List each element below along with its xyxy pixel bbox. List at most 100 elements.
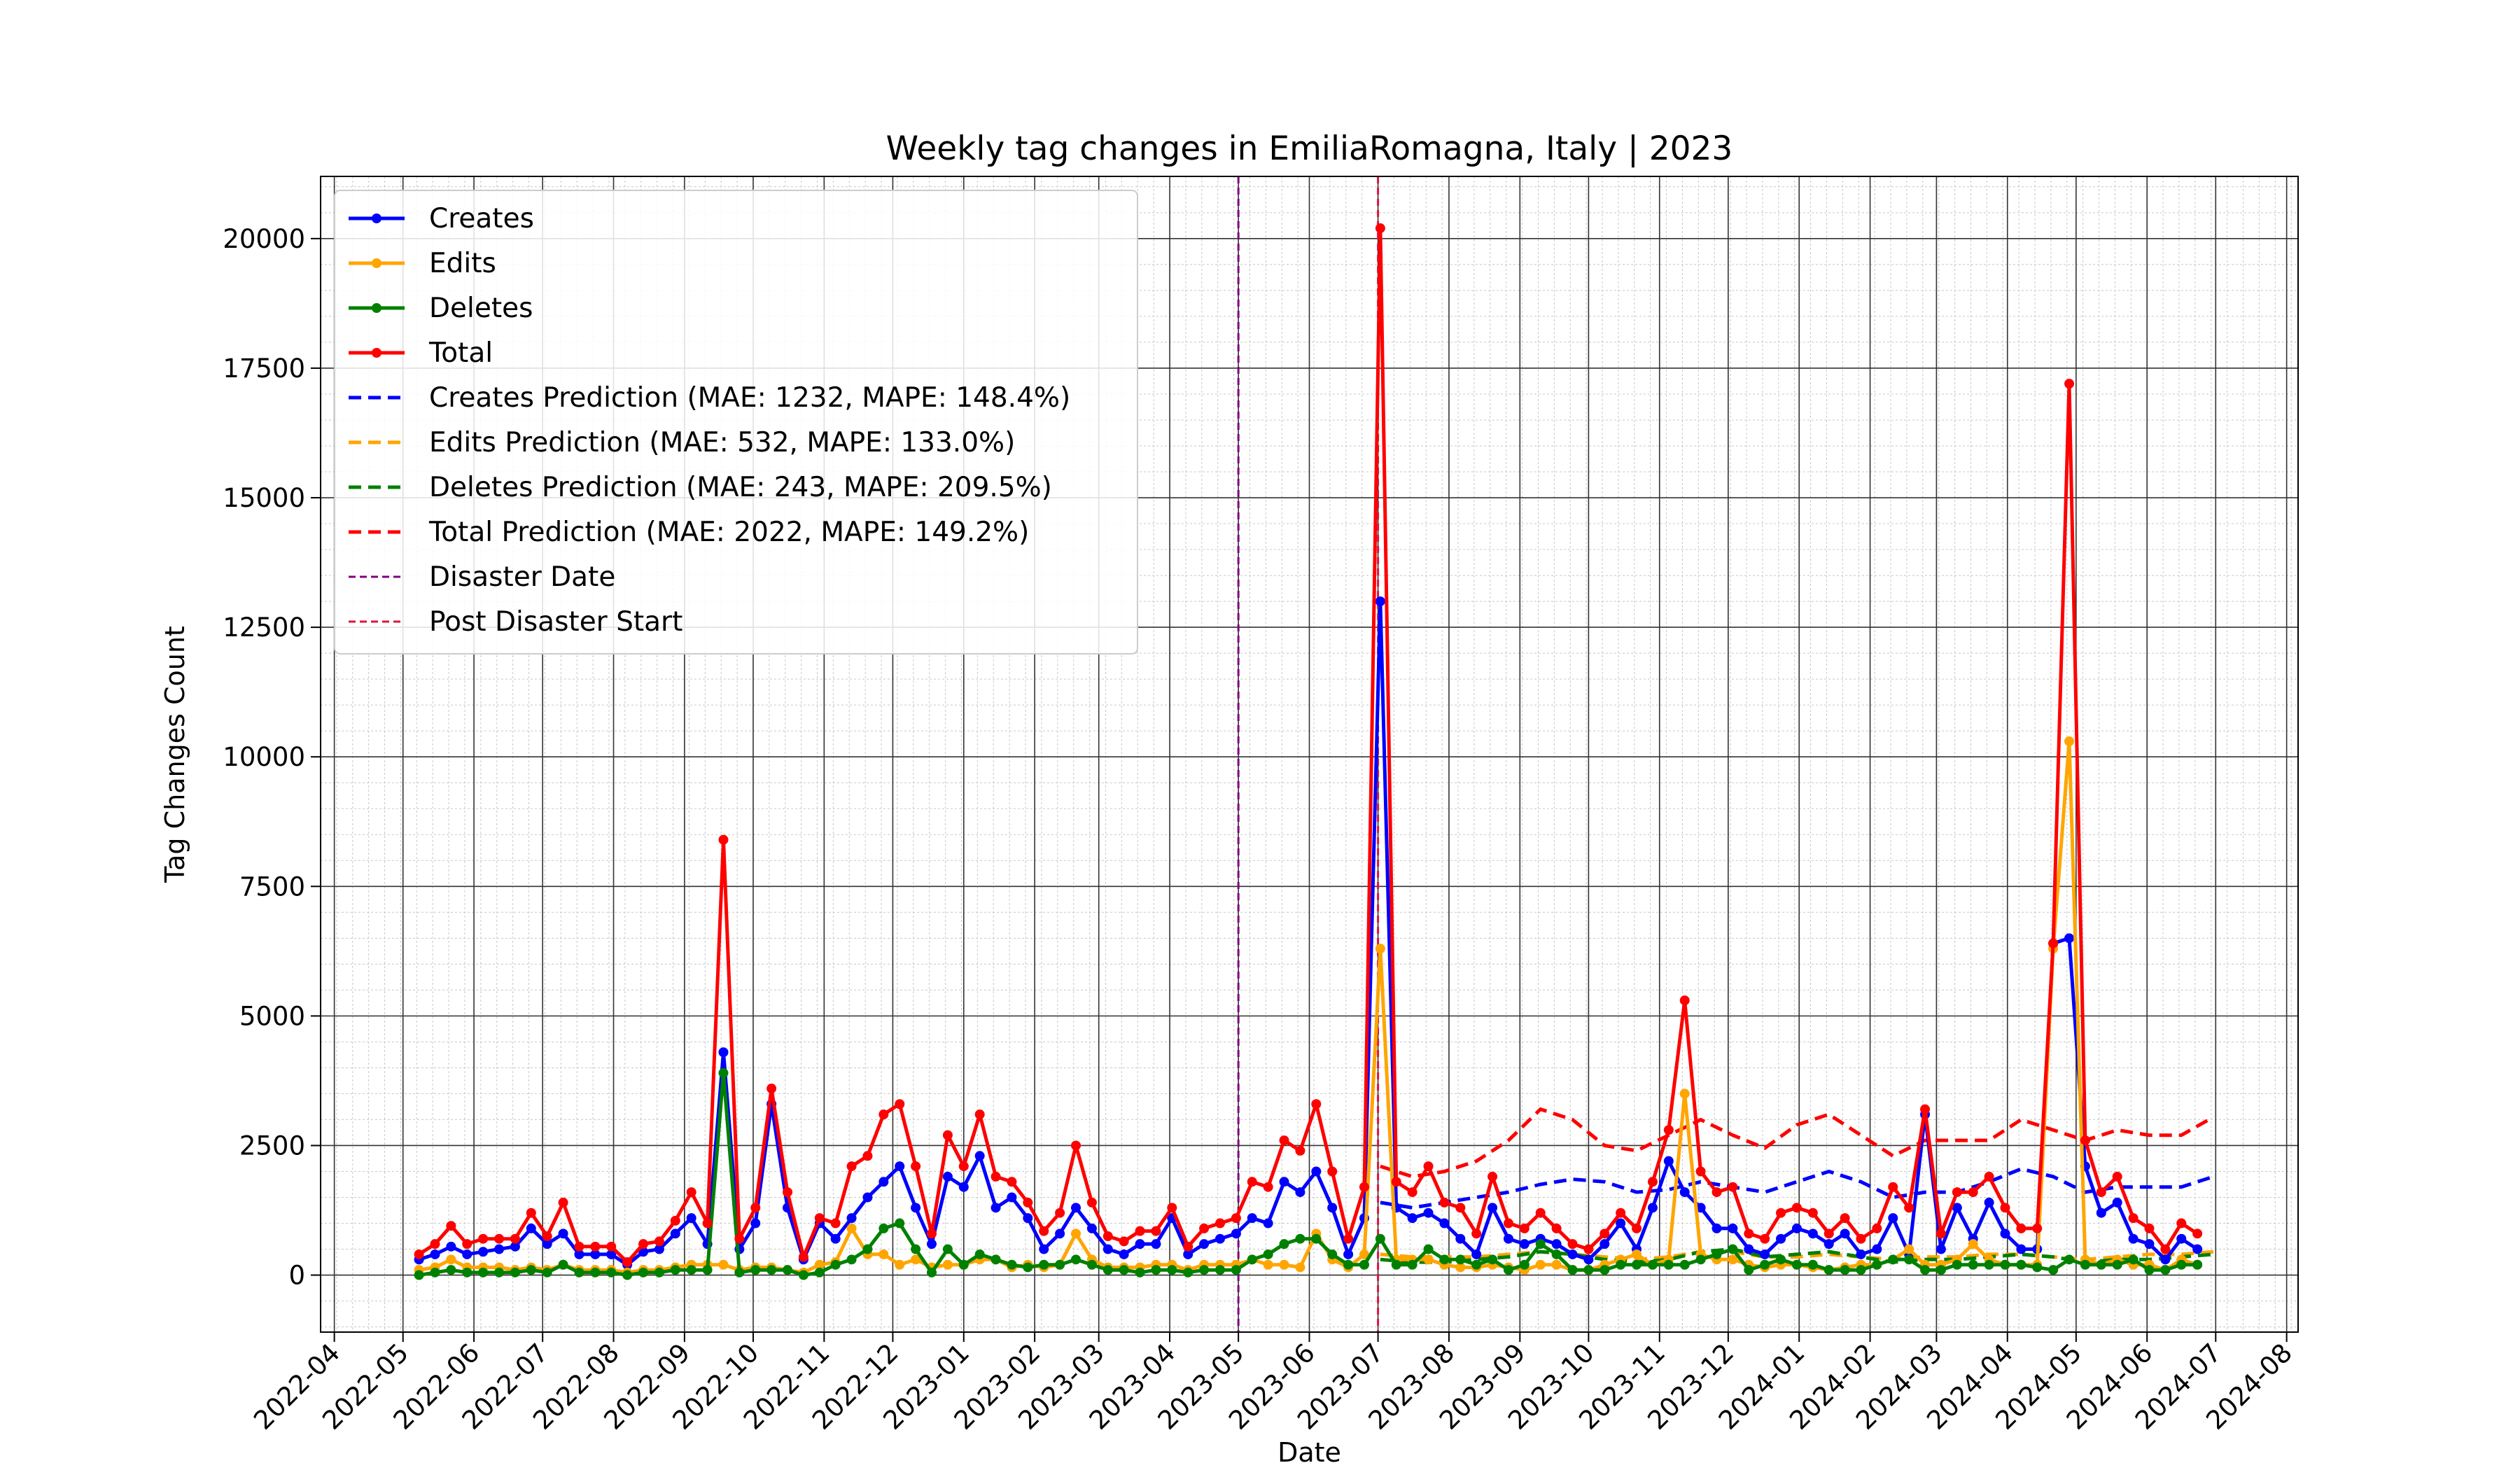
data-point-creates [1823, 1239, 1834, 1250]
data-point-total [1856, 1233, 1866, 1244]
data-point-deletes [1102, 1265, 1113, 1275]
data-point-deletes [798, 1270, 808, 1280]
data-point-deletes [1359, 1259, 1369, 1270]
y-tick-label: 2500 [239, 1130, 305, 1161]
data-point-total [1760, 1233, 1770, 1244]
data-point-deletes [510, 1267, 520, 1278]
data-point-total [1167, 1203, 1177, 1213]
data-point-deletes [2080, 1259, 2090, 1270]
data-point-total [990, 1171, 1001, 1182]
data-point-creates [654, 1244, 664, 1254]
data-point-deletes [1968, 1259, 1978, 1270]
data-point-deletes [1343, 1259, 1354, 1270]
data-point-deletes [1151, 1265, 1161, 1275]
data-point-deletes [1311, 1233, 1322, 1244]
data-point-edits [1535, 1259, 1546, 1270]
data-point-creates [2064, 933, 2075, 944]
series-line-total-prediction [1380, 1107, 2215, 1179]
data-point-deletes [974, 1249, 985, 1259]
data-point-creates [2096, 1208, 2106, 1218]
series-line-creates [418, 599, 2199, 1267]
data-point-total [895, 1099, 905, 1110]
legend-label-total: Total [428, 337, 493, 369]
data-point-creates [1086, 1223, 1097, 1233]
data-point-creates [558, 1228, 568, 1239]
data-point-deletes [1279, 1239, 1289, 1250]
data-point-deletes [1519, 1259, 1530, 1270]
data-point-deletes [670, 1265, 680, 1275]
legend-label-deletes: Deletes [429, 293, 533, 324]
data-point-creates [1567, 1249, 1578, 1259]
data-point-total [1712, 1187, 1722, 1198]
data-point-deletes [702, 1265, 713, 1275]
legend-label-edits: Edits [429, 248, 496, 279]
data-point-deletes [558, 1259, 568, 1270]
data-point-total [2096, 1187, 2106, 1198]
data-point-total [1679, 995, 1690, 1006]
data-point-edits [878, 1249, 889, 1259]
data-point-total [414, 1249, 424, 1259]
data-point-deletes [1551, 1249, 1562, 1259]
data-point-deletes [1920, 1265, 1931, 1275]
data-point-deletes [2128, 1254, 2138, 1265]
data-point-creates [1551, 1239, 1562, 1250]
data-point-total [606, 1241, 617, 1252]
data-point-creates [990, 1203, 1001, 1213]
data-point-creates [478, 1247, 489, 1257]
data-point-creates [1199, 1239, 1210, 1250]
data-point-deletes [2000, 1259, 2010, 1270]
data-point-deletes [718, 1068, 729, 1078]
data-point-total [1311, 1099, 1322, 1110]
data-point-total [1535, 1208, 1546, 1218]
data-point-total [1695, 1166, 1706, 1177]
data-point-deletes [1856, 1265, 1866, 1275]
data-point-total [1616, 1208, 1626, 1218]
data-point-total [974, 1110, 985, 1120]
y-tick-label: 20000 [223, 224, 305, 254]
data-point-total [2080, 1135, 2090, 1146]
data-point-deletes [1888, 1254, 1898, 1265]
data-point-total [1519, 1223, 1530, 1233]
series-line-edits [419, 739, 2198, 1275]
data-point-total [1776, 1208, 1786, 1218]
data-point-total [1135, 1226, 1145, 1236]
data-point-deletes [1423, 1244, 1434, 1254]
data-point-creates [1679, 1187, 1690, 1198]
data-point-deletes [2048, 1265, 2059, 1275]
data-point-total [942, 1130, 953, 1140]
data-point-total [798, 1252, 808, 1262]
data-point-deletes [734, 1267, 745, 1278]
data-point-total [1872, 1223, 1882, 1233]
legend-label-creates-prediction: Creates Prediction (MAE: 1232, MAPE: 148… [429, 382, 1070, 414]
data-point-total [1551, 1223, 1562, 1233]
data-point-total [1183, 1241, 1194, 1252]
data-point-total [446, 1221, 456, 1231]
data-point-total [814, 1213, 825, 1224]
data-point-edits [895, 1259, 905, 1270]
data-point-deletes [1935, 1265, 1946, 1275]
data-point-creates [1102, 1244, 1113, 1254]
data-point-total [1807, 1208, 1818, 1218]
y-tick-label: 17500 [223, 354, 305, 384]
data-point-total [1632, 1223, 1642, 1233]
data-point-total [1952, 1187, 1962, 1198]
legend-label-creates: Creates [429, 203, 534, 234]
data-point-edits [718, 1259, 729, 1270]
data-point-deletes [2096, 1259, 2106, 1270]
data-point-deletes [446, 1265, 456, 1275]
data-point-creates [510, 1241, 520, 1252]
data-point-creates [830, 1233, 841, 1244]
data-point-deletes [1439, 1254, 1450, 1265]
data-point-deletes [1807, 1259, 1818, 1270]
data-point-creates [1023, 1213, 1033, 1224]
data-point-deletes [1119, 1265, 1129, 1275]
data-point-creates [2176, 1233, 2187, 1244]
data-point-deletes [2016, 1259, 2026, 1270]
data-point-total [1214, 1218, 1225, 1228]
data-point-deletes [1231, 1265, 1241, 1275]
data-point-deletes [1055, 1259, 1065, 1270]
data-point-creates [1263, 1218, 1273, 1228]
data-point-deletes [911, 1244, 921, 1254]
data-point-total [2176, 1218, 2187, 1228]
legend-label-disaster: Disaster Date [429, 561, 615, 593]
